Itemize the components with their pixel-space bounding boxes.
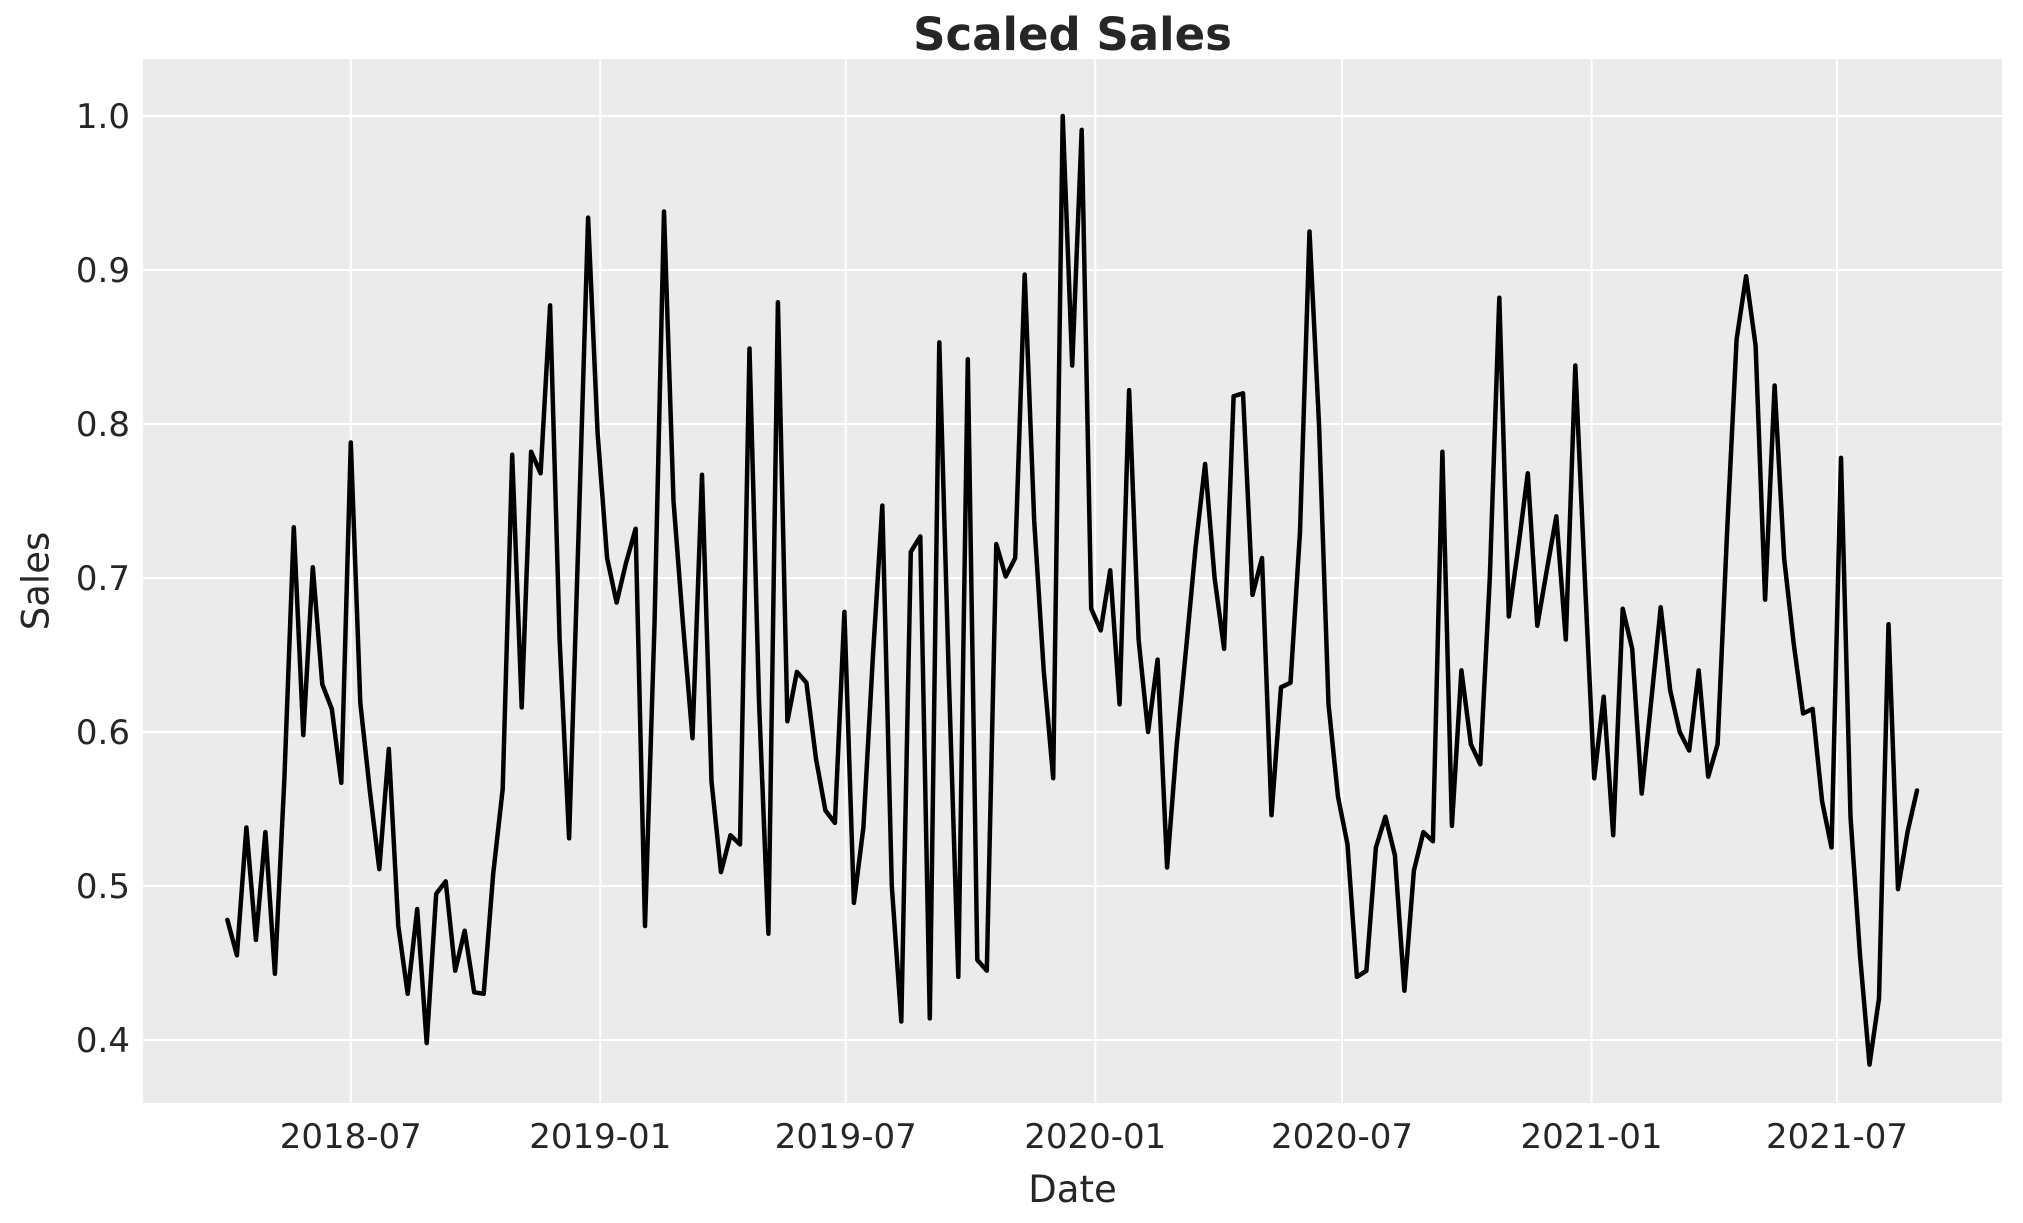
- sales-line-series: [225, 113, 1920, 1067]
- x-tick-label: 2020-01: [1024, 1117, 1166, 1157]
- y-axis-label: Sales: [14, 531, 58, 631]
- x-axis-label: Date: [1028, 1168, 1117, 1211]
- x-tick-label: 2018-07: [280, 1117, 422, 1157]
- x-tick-label: 2020-07: [1271, 1117, 1413, 1157]
- y-tick-label: 0.7: [76, 559, 130, 599]
- y-tick-label: 0.5: [76, 867, 130, 907]
- y-tick-label: 0.8: [76, 405, 130, 445]
- chart-title: Scaled Sales: [913, 8, 1232, 61]
- x-tick-label: 2019-07: [775, 1117, 917, 1157]
- y-tick-label: 0.4: [76, 1021, 130, 1061]
- x-tick-label: 2021-01: [1521, 1117, 1663, 1157]
- y-tick-label: 0.9: [76, 251, 130, 291]
- y-tick-label: 0.6: [76, 713, 130, 753]
- x-tick-label: 2021-07: [1766, 1117, 1908, 1157]
- y-tick-label: 1.0: [76, 97, 130, 137]
- x-tick-label: 2019-01: [529, 1117, 671, 1157]
